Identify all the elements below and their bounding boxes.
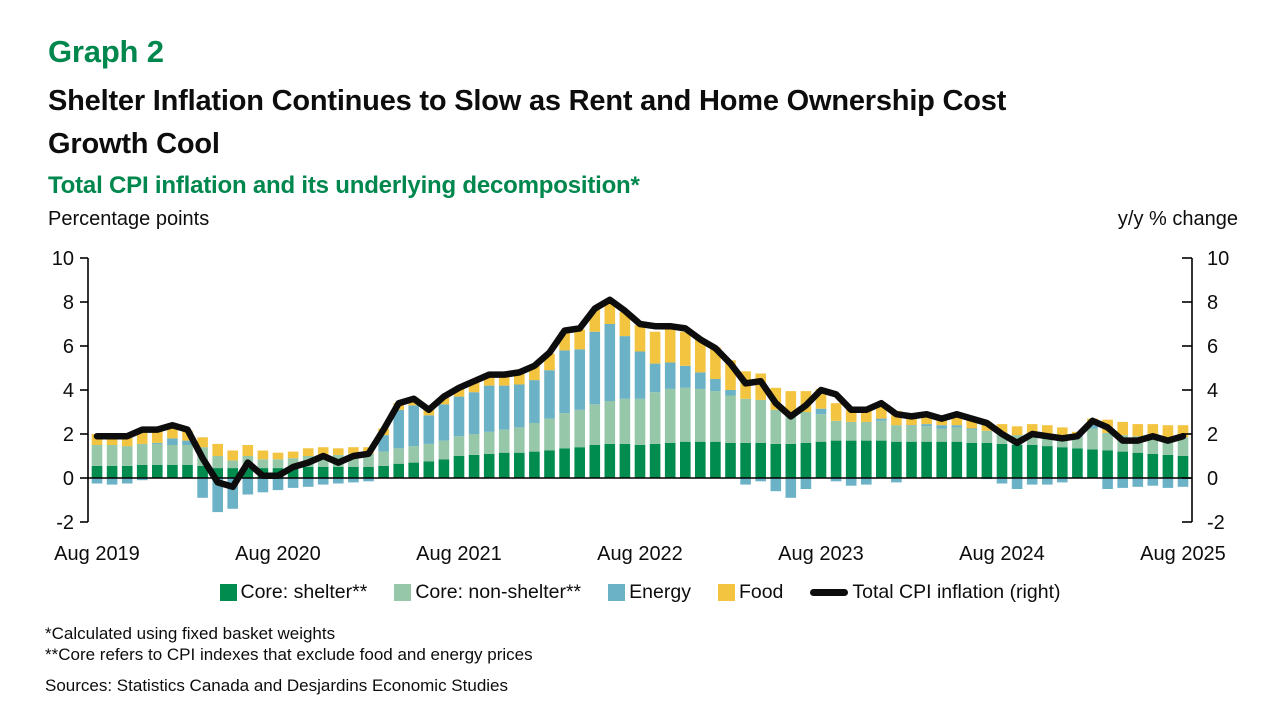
x-axis-tick-label: Aug 2020 (235, 543, 321, 565)
right-axis-tick-label: 4 (1207, 380, 1218, 402)
bars-core-shelter (91, 440, 1189, 478)
x-axis-tick-label: Aug 2021 (416, 543, 502, 565)
legend-item-food: Food (717, 581, 784, 604)
x-axis-tick-label: Aug 2025 (1140, 543, 1226, 565)
core-shelter-swatch-icon (219, 584, 237, 601)
x-axis-tick-label: Aug 2022 (597, 543, 683, 565)
right-axis-tick-label: 8 (1207, 292, 1218, 314)
y-axes: 10 10 8 8 6 6 4 4 2 2 0 0 -2 -2 (52, 248, 1230, 534)
legend-item-core-shelter: Core: shelter** (219, 581, 368, 604)
core-non-shelter-swatch-icon (394, 584, 412, 601)
left-axis-caption: Percentage points (48, 208, 210, 230)
right-axis-tick-label: 6 (1207, 336, 1218, 358)
legend-label: Energy (629, 581, 691, 603)
legend-label: Core: non-shelter** (415, 581, 582, 603)
legend-item-energy: Energy (608, 581, 691, 604)
left-axis-tick-label: 8 (63, 292, 74, 314)
graph-number-label: Graph 2 (48, 34, 164, 69)
chart-title-line1: Shelter Inflation Continues to Slow as R… (48, 85, 1007, 117)
legend-item-core-non-shelter: Core: non-shelter** (394, 581, 581, 604)
left-axis-tick-label: 6 (63, 336, 74, 358)
legend-label: Food (738, 581, 784, 603)
chart-title: Shelter Inflation Continues to Slow as R… (48, 80, 1218, 166)
food-swatch-icon (717, 584, 735, 601)
left-axis-tick-label: 2 (63, 424, 74, 446)
sources-line: Sources: Statistics Canada and Desjardin… (45, 676, 509, 695)
x-axis-labels: Aug 2019 Aug 2020 Aug 2021 Aug 2022 Aug 2023… (54, 543, 1226, 565)
right-axis-tick-label: 0 (1207, 468, 1218, 490)
right-axis-caption: y/y % change (1117, 208, 1238, 230)
right-axis-tick-label: 10 (1207, 248, 1229, 270)
chart-legend: Core: shelter** Core: non-shelter** Ener… (0, 581, 1280, 604)
chart-title-line2: Growth Cool (48, 128, 220, 160)
legend-label: Total CPI inflation (right) (852, 581, 1061, 603)
total-cpi-line-swatch-icon (810, 589, 849, 596)
left-axis-tick-label: -2 (56, 512, 74, 534)
energy-swatch-icon (608, 584, 626, 601)
total-cpi-line (93, 296, 1187, 491)
left-axis-tick-label: 0 (63, 468, 74, 490)
chart-subtitle: Total CPI inflation and its underlying d… (48, 172, 640, 199)
footnote-basket-weights: *Calculated using fixed basket weights (45, 624, 336, 643)
right-axis-tick-label: -2 (1207, 512, 1225, 534)
footnote-core-definition: **Core refers to CPI indexes that exclud… (45, 645, 533, 664)
x-axis-tick-label: Aug 2024 (959, 543, 1045, 565)
left-axis-tick-label: 4 (63, 380, 74, 402)
right-axis-tick-label: 2 (1207, 424, 1218, 446)
legend-item-total-cpi: Total CPI inflation (right) (810, 581, 1061, 604)
left-axis-tick-label: 10 (52, 248, 74, 270)
x-axis-tick-label: Aug 2023 (778, 543, 864, 565)
bars-energy (91, 324, 1189, 513)
x-axis-tick-label: Aug 2019 (54, 543, 140, 565)
legend-label: Core: shelter** (240, 581, 368, 603)
